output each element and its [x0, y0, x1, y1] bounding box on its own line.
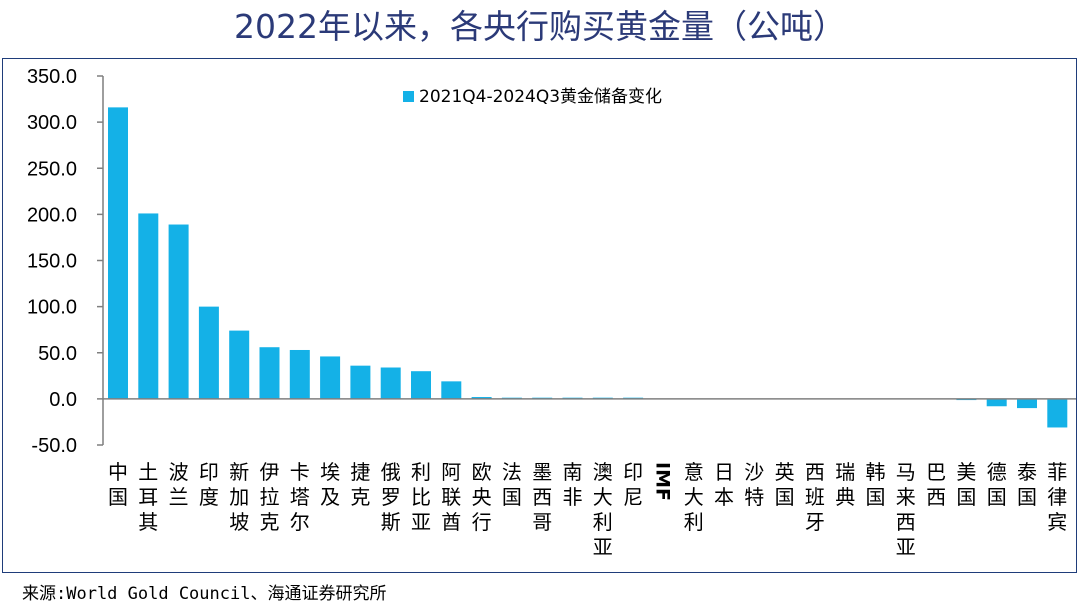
legend-label: 2021Q4-2024Q3黄金储备变化: [419, 87, 662, 107]
x-tick-label: 美国: [956, 460, 976, 509]
y-tick-label: 50.0: [38, 343, 77, 365]
bar: [198, 306, 219, 399]
legend-swatch: [403, 91, 414, 102]
x-tick-label: 欧央行: [472, 460, 492, 534]
bar: [380, 367, 401, 399]
bar: [1017, 398, 1037, 409]
x-tick-label: 日本: [714, 460, 734, 509]
bar-series: [108, 107, 1068, 428]
x-tick-label: 利比亚: [411, 460, 431, 534]
x-tick-label: 俄罗斯: [381, 460, 401, 534]
x-tick-label: 卡塔尔: [290, 460, 310, 534]
bar: [1047, 398, 1068, 428]
y-axis: -50.0 0.0 50.0 100.0 150.0 200.0 250.0 300.0 350…: [27, 66, 104, 457]
bar-chart: -50.0 0.0 50.0 100.0 150.0 200.0 250.0 300.0 350…: [27, 66, 1076, 559]
x-tick-label: 土耳其: [138, 460, 158, 534]
x-axis: 中国土耳其波兰印度新加坡伊拉克卡塔尔埃及捷克俄罗斯利比亚阿联酋欧央行法国墨西哥南…: [103, 398, 1076, 559]
x-tick-label: 印尼: [623, 460, 643, 509]
y-tick-label: 200.0: [27, 204, 77, 226]
x-tick-label: 马来西亚: [896, 460, 916, 559]
x-tick-label: 意大利: [684, 460, 704, 534]
bar: [411, 371, 431, 399]
legend: 2021Q4-2024Q3黄金储备变化: [403, 87, 662, 107]
y-tick-label: 250.0: [27, 158, 77, 180]
y-tick-label: -50.0: [31, 435, 77, 457]
x-tick-label: 中国: [108, 460, 128, 509]
y-tick-label: 150.0: [27, 251, 77, 273]
chart-title: 2022年以来，各央行购买黄金量（公吨）: [234, 7, 846, 46]
x-tick-label: 瑞典: [835, 460, 855, 509]
bar: [108, 107, 128, 399]
x-tick-label: 捷克: [350, 460, 370, 509]
bar: [320, 356, 341, 399]
y-tick-label: 100.0: [27, 297, 77, 319]
y-tick-label: 350.0: [27, 66, 77, 88]
x-tick-label: 泰国: [1017, 460, 1037, 509]
x-tick-label: 南非: [563, 460, 583, 509]
bar: [471, 397, 492, 399]
x-tick-label: 埃及: [320, 460, 340, 509]
x-tick-label: 印度: [199, 460, 219, 509]
bar: [259, 347, 280, 399]
x-tick-label: 西班牙: [805, 460, 825, 534]
x-tick-label: 沙特: [744, 460, 764, 509]
x-tick-label: 伊拉克: [260, 460, 280, 534]
bar: [441, 381, 462, 399]
x-tick-label: 法国: [502, 460, 522, 509]
chart-frame: -50.0 0.0 50.0 100.0 150.0 200.0 250.0 300.0 350…: [2, 58, 1077, 573]
x-tick-label: 阿联酋: [441, 460, 461, 534]
x-tick-label: 墨西哥: [532, 460, 552, 534]
x-tick-label: 新加坡: [229, 460, 249, 534]
source-note: 来源:World Gold Council、海通证券研究所: [22, 584, 387, 604]
bar: [986, 398, 1007, 407]
x-tick-label: 菲律宾: [1047, 460, 1067, 534]
x-tick-label: 波兰: [169, 460, 189, 509]
bar: [229, 330, 250, 399]
y-tick-label: 0.0: [49, 389, 77, 411]
bar: [289, 349, 310, 399]
x-tick-label: 巴西: [926, 460, 946, 509]
x-tick-label: 德国: [987, 460, 1007, 509]
x-tick-label: 韩国: [866, 460, 886, 509]
bar: [138, 213, 159, 399]
y-tick-label: 300.0: [27, 112, 77, 134]
bar: [350, 365, 371, 399]
x-tick-label: IMF: [651, 462, 673, 501]
x-tick-label: 英国: [775, 460, 795, 509]
bar: [168, 224, 189, 399]
x-tick-label: 澳大利亚: [593, 460, 613, 559]
